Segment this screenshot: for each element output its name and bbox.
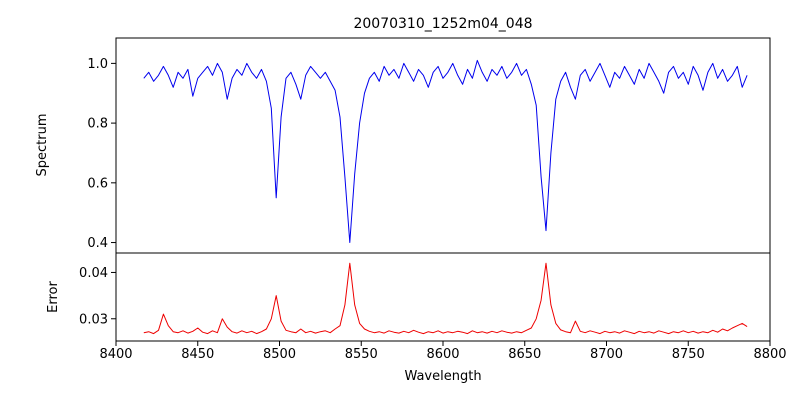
error-ylabel: Error: [46, 281, 61, 313]
y-tick-label: 0.04: [79, 266, 108, 281]
x-tick-label: 8400: [99, 347, 132, 362]
y-tick-label: 0.6: [87, 176, 108, 191]
x-tick-label: 8550: [345, 347, 378, 362]
y-tick-label: 0.03: [79, 312, 108, 327]
x-tick-label: 8800: [753, 347, 786, 362]
x-tick-label: 8650: [508, 347, 541, 362]
x-tick-label: 8700: [590, 347, 623, 362]
x-tick-label: 8500: [263, 347, 296, 362]
spectrum-line: [143, 59, 748, 243]
spectrum-ylabel: Spectrum: [35, 114, 50, 177]
x-tick-label: 8450: [181, 347, 214, 362]
chart-title: 20070310_1252m04_048: [353, 16, 532, 32]
error-axes: [115, 252, 771, 342]
ticks-layer: 8400 8450 8500 8550 8600 8650 8700 8750 8800 0.4 0…: [79, 57, 787, 362]
y-tick-label: 0.4: [87, 236, 108, 251]
x-tick-label: 8600: [426, 347, 459, 362]
y-tick-label: 0.8: [87, 117, 108, 132]
y-tick-label: 1.0: [87, 57, 108, 72]
xaxis-label: Wavelength: [404, 369, 481, 384]
x-tick-label: 8750: [672, 347, 705, 362]
lines-layer: [143, 59, 748, 335]
error-line: [143, 262, 748, 335]
